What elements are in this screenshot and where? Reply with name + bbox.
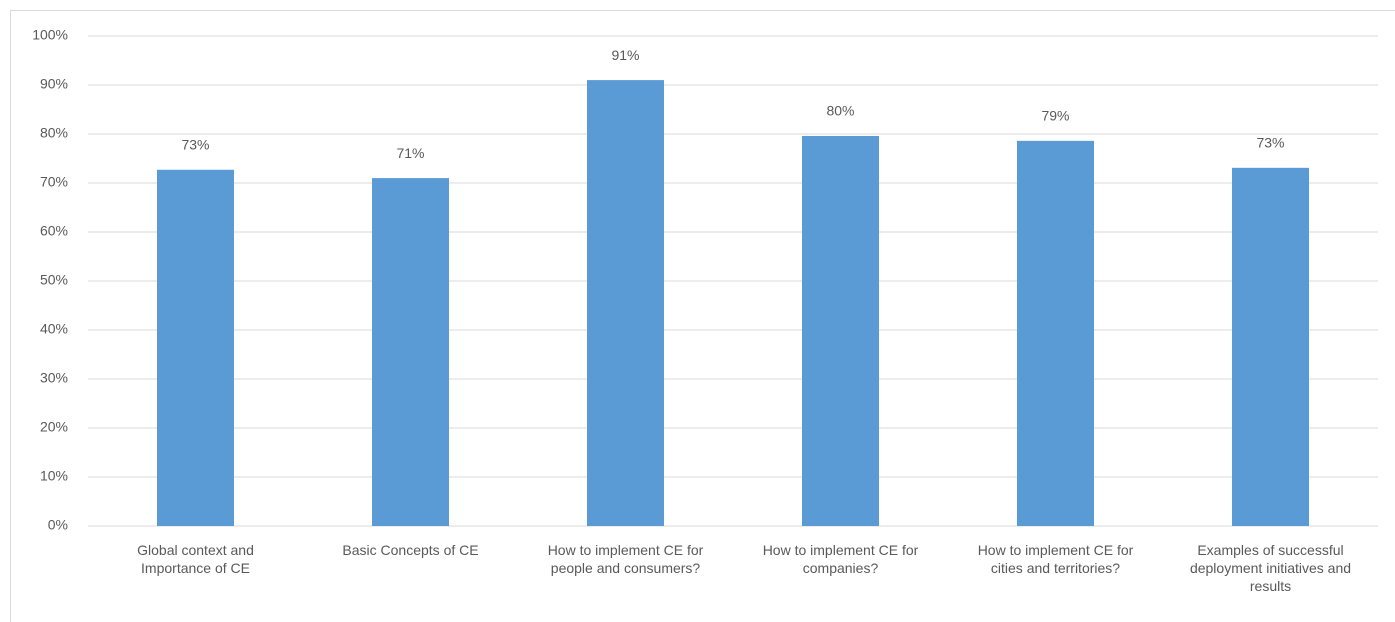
bar bbox=[587, 80, 664, 526]
bar bbox=[802, 135, 879, 526]
data-label: 71% bbox=[396, 145, 424, 161]
x-tick-label: Global context and Importance of CE bbox=[137, 542, 254, 576]
y-tick-label: 0% bbox=[48, 517, 68, 533]
bar bbox=[1232, 167, 1309, 526]
data-label: 73% bbox=[181, 136, 209, 152]
y-tick-label: 90% bbox=[40, 76, 68, 92]
data-label: 91% bbox=[611, 47, 639, 63]
data-label: 80% bbox=[826, 103, 854, 119]
data-label: 79% bbox=[1041, 108, 1069, 124]
x-tick-label: How to implement CE for companies? bbox=[762, 542, 919, 576]
y-tick-label: 50% bbox=[40, 272, 68, 288]
data-label: 73% bbox=[1256, 135, 1284, 151]
bar bbox=[157, 169, 234, 526]
x-tick-label: How to implement CE for people and consu… bbox=[547, 542, 704, 576]
bar bbox=[372, 178, 449, 526]
bar bbox=[1017, 140, 1094, 527]
y-tick-label: 10% bbox=[40, 468, 68, 484]
chart-border bbox=[10, 10, 1395, 622]
y-tick-label: 100% bbox=[32, 27, 68, 43]
y-tick-label: 60% bbox=[40, 223, 68, 239]
y-tick-label: 30% bbox=[40, 370, 68, 386]
y-tick-label: 20% bbox=[40, 419, 68, 435]
x-tick-label: Basic Concepts of CE bbox=[342, 542, 479, 558]
x-tick-label: How to implement CE for cities and terri… bbox=[977, 542, 1134, 576]
y-tick-label: 40% bbox=[40, 321, 68, 337]
y-tick-label: 80% bbox=[40, 125, 68, 141]
x-tick-label: Examples of successful deployment initia… bbox=[1189, 542, 1352, 594]
y-tick-label: 70% bbox=[40, 174, 68, 190]
